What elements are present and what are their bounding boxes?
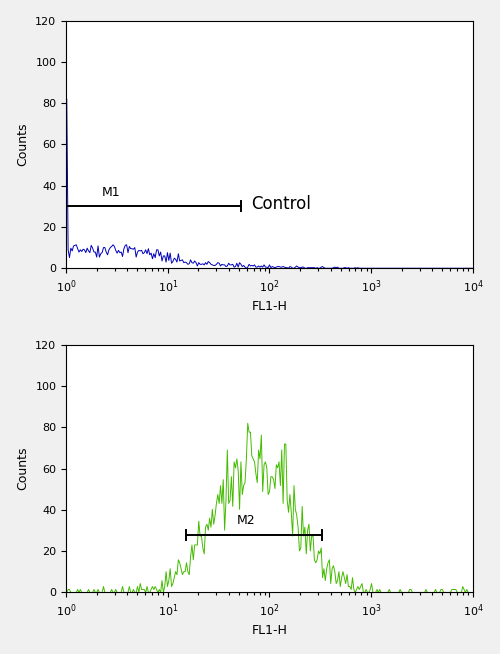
Text: M1: M1	[102, 186, 120, 199]
Text: Control: Control	[251, 196, 311, 213]
Y-axis label: Counts: Counts	[16, 447, 30, 490]
X-axis label: FL1-H: FL1-H	[252, 625, 288, 638]
X-axis label: FL1-H: FL1-H	[252, 300, 288, 313]
Text: M2: M2	[237, 515, 256, 528]
Y-axis label: Counts: Counts	[16, 123, 30, 166]
